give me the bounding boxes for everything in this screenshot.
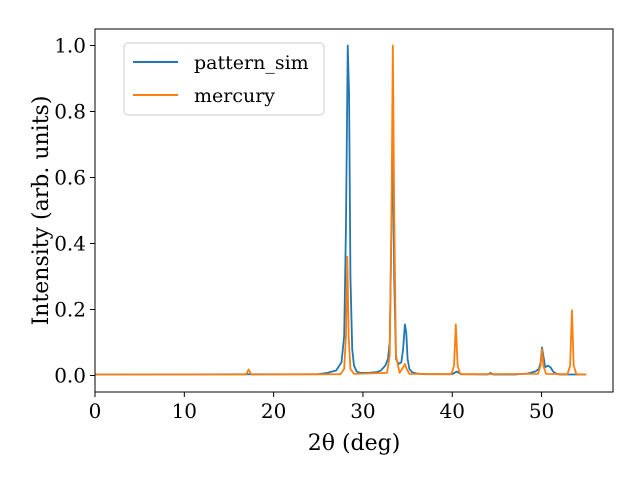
- x-tick-label: 40: [440, 399, 465, 423]
- y-tick-label: 0.4: [54, 232, 86, 256]
- series-layer: [94, 44, 587, 376]
- plot-frame: [94, 28, 614, 393]
- y-axis: 0.0 0.2 0.4 0.6 0.8 1.0: [54, 34, 95, 388]
- series-line-mercury: [95, 44, 587, 376]
- x-tick-label: 30: [350, 399, 375, 423]
- y-axis-label: Intensity (arb. units): [29, 96, 54, 326]
- y-tick-label: 0.8: [54, 100, 86, 124]
- x-tick-label: 50: [529, 399, 554, 423]
- x-axis: 0 10 20 30 40 50: [89, 392, 554, 423]
- series-line-pattern-sim: [94, 44, 587, 376]
- y-tick-label: 0.2: [54, 298, 86, 322]
- x-axis-label: 2θ (deg): [308, 431, 401, 456]
- legend-label: mercury: [194, 85, 275, 107]
- x-tick-label: 20: [261, 399, 286, 423]
- y-tick-label: 0.0: [54, 364, 86, 388]
- legend-label: pattern_sim: [194, 52, 309, 74]
- y-tick-label: 0.6: [54, 166, 86, 190]
- x-tick-label: 10: [172, 399, 197, 423]
- y-tick-label: 1.0: [54, 34, 86, 58]
- x-tick-label: 0: [89, 399, 102, 423]
